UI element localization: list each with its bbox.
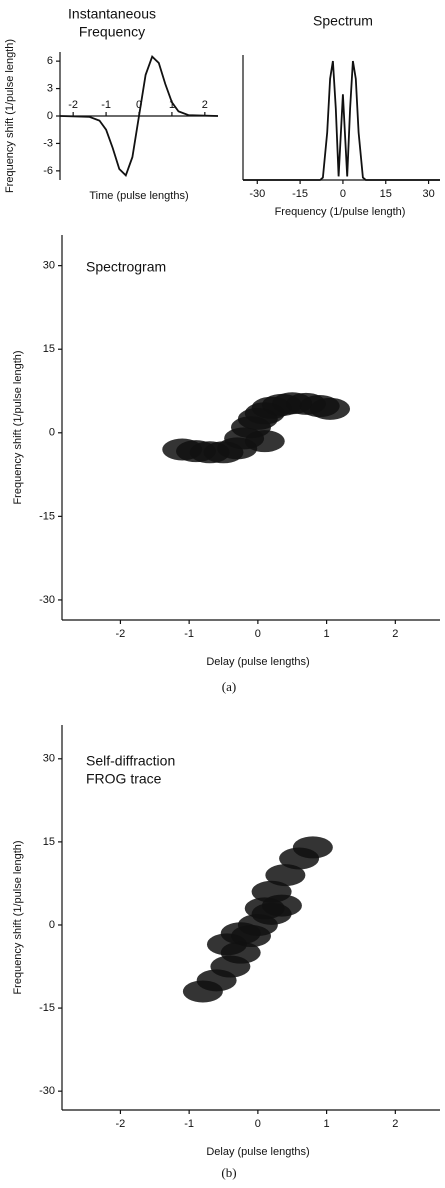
- x-tick-label: -1: [101, 99, 111, 111]
- y-tick-label: -15: [39, 1002, 55, 1014]
- y-tick-label: 3: [47, 82, 53, 94]
- x-tick-label: 30: [422, 188, 434, 200]
- y-tick-label: -3: [43, 137, 53, 149]
- trace-point: [220, 922, 261, 945]
- y-tick-label: -6: [43, 165, 53, 177]
- x-tick-label: 1: [324, 1118, 330, 1130]
- chart-title: FROG trace: [86, 771, 162, 787]
- trace-point: [265, 864, 306, 887]
- x-tick-label: 0: [255, 628, 261, 640]
- x-tick-label: -2: [116, 1118, 126, 1130]
- x-axis-label: Delay (pulse lengths): [206, 656, 309, 668]
- y-tick-label: 30: [43, 260, 55, 272]
- x-tick-label: -1: [184, 628, 194, 640]
- y-tick-label: 15: [43, 343, 55, 355]
- trace-point: [244, 430, 285, 453]
- chart-title: Frequency: [79, 24, 145, 40]
- y-tick-label: -30: [39, 594, 55, 606]
- x-tick-label: -2: [68, 99, 78, 111]
- y-tick-label: 6: [47, 55, 53, 67]
- y-tick-label: 15: [43, 836, 55, 848]
- y-tick-label: 0: [49, 919, 55, 931]
- caption: (a): [222, 679, 236, 694]
- y-tick-label: -15: [39, 510, 55, 522]
- caption: (b): [221, 1165, 236, 1180]
- x-tick-label: 2: [202, 99, 208, 111]
- x-tick-label: 15: [380, 188, 392, 200]
- y-axis-label: Frequency shift (1/pulse length): [4, 39, 16, 193]
- x-tick-label: 1: [169, 99, 175, 111]
- chart-title: Spectrum: [313, 13, 373, 29]
- x-tick-label: 0: [255, 1118, 261, 1130]
- trace-point: [310, 397, 351, 420]
- x-tick-label: 2: [392, 628, 398, 640]
- x-tick-label: 1: [324, 628, 330, 640]
- y-axis-label: Frequency shift (1/pulse length): [12, 840, 24, 994]
- x-tick-label: 0: [136, 99, 142, 111]
- y-tick-label: -30: [39, 1085, 55, 1097]
- x-axis-label: Time (pulse lengths): [89, 190, 188, 202]
- trace-point: [261, 894, 302, 917]
- x-tick-label: 2: [392, 1118, 398, 1130]
- y-tick-label: 30: [43, 753, 55, 765]
- x-tick-label: -1: [184, 1118, 194, 1130]
- curve: [59, 54, 219, 178]
- trace-point: [292, 836, 333, 859]
- x-tick-label: -2: [116, 628, 126, 640]
- x-tick-label: 0: [340, 188, 346, 200]
- x-tick-label: -15: [292, 188, 308, 200]
- x-axis-label: Delay (pulse lengths): [206, 1146, 309, 1158]
- x-tick-label: -30: [249, 188, 265, 200]
- curve: [243, 60, 440, 181]
- x-axis-label: Frequency (1/pulse length): [275, 206, 406, 218]
- chart-title: Instantaneous: [68, 6, 156, 22]
- chart-title: Spectrogram: [86, 259, 166, 275]
- y-tick-label: 0: [49, 427, 55, 439]
- chart-title: Self-diffraction: [86, 753, 175, 769]
- y-axis-label: Frequency shift (1/pulse length): [12, 350, 24, 504]
- y-tick-label: 0: [47, 110, 53, 122]
